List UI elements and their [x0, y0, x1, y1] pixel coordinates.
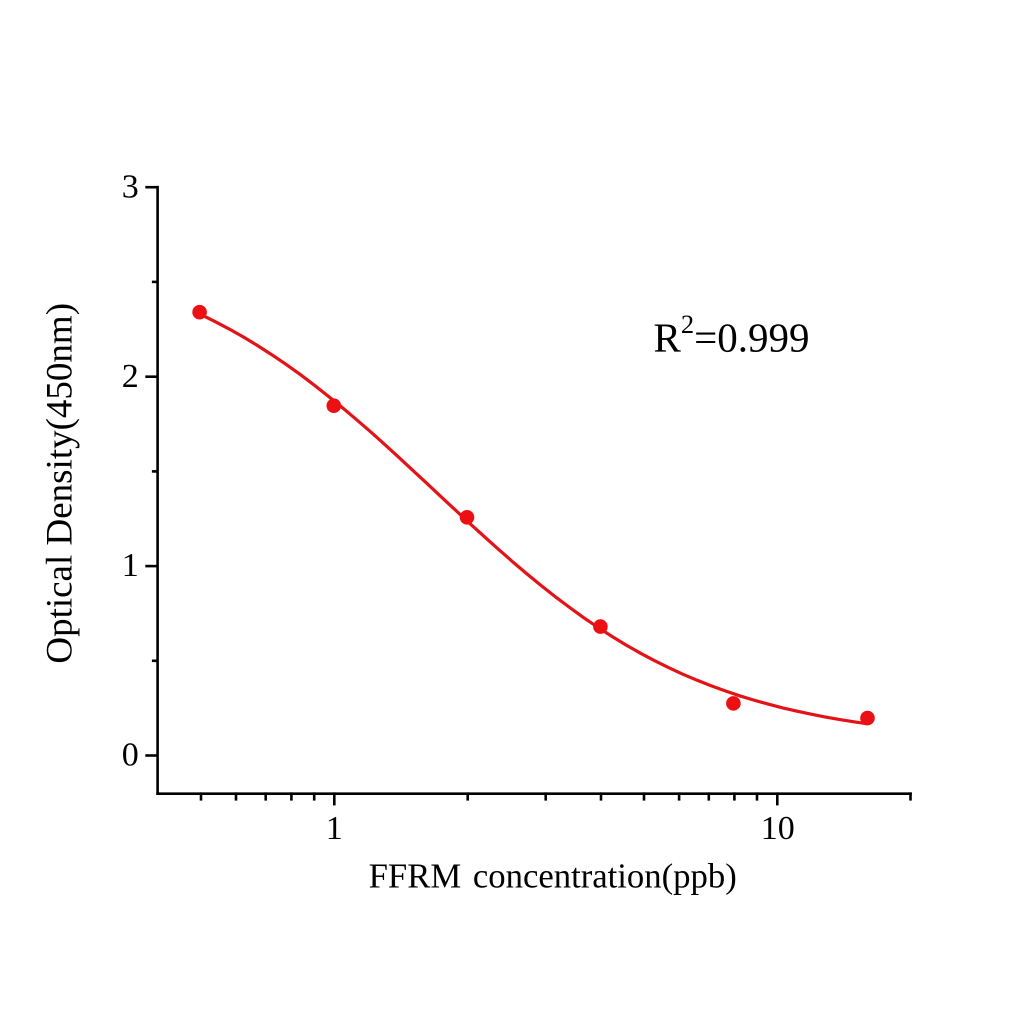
svg-text:10: 10 [761, 810, 795, 847]
svg-text:3: 3 [122, 168, 139, 205]
svg-text:1: 1 [326, 810, 343, 847]
svg-text:R2=0.999: R2=0.999 [654, 309, 810, 361]
svg-text:0: 0 [122, 737, 139, 774]
svg-text:2: 2 [122, 358, 139, 395]
svg-text:Optical Density(450nm): Optical Density(450nm) [40, 303, 81, 664]
svg-text:FFRM concentration(ppb): FFRM concentration(ppb) [369, 857, 737, 896]
svg-text:1: 1 [122, 547, 139, 584]
